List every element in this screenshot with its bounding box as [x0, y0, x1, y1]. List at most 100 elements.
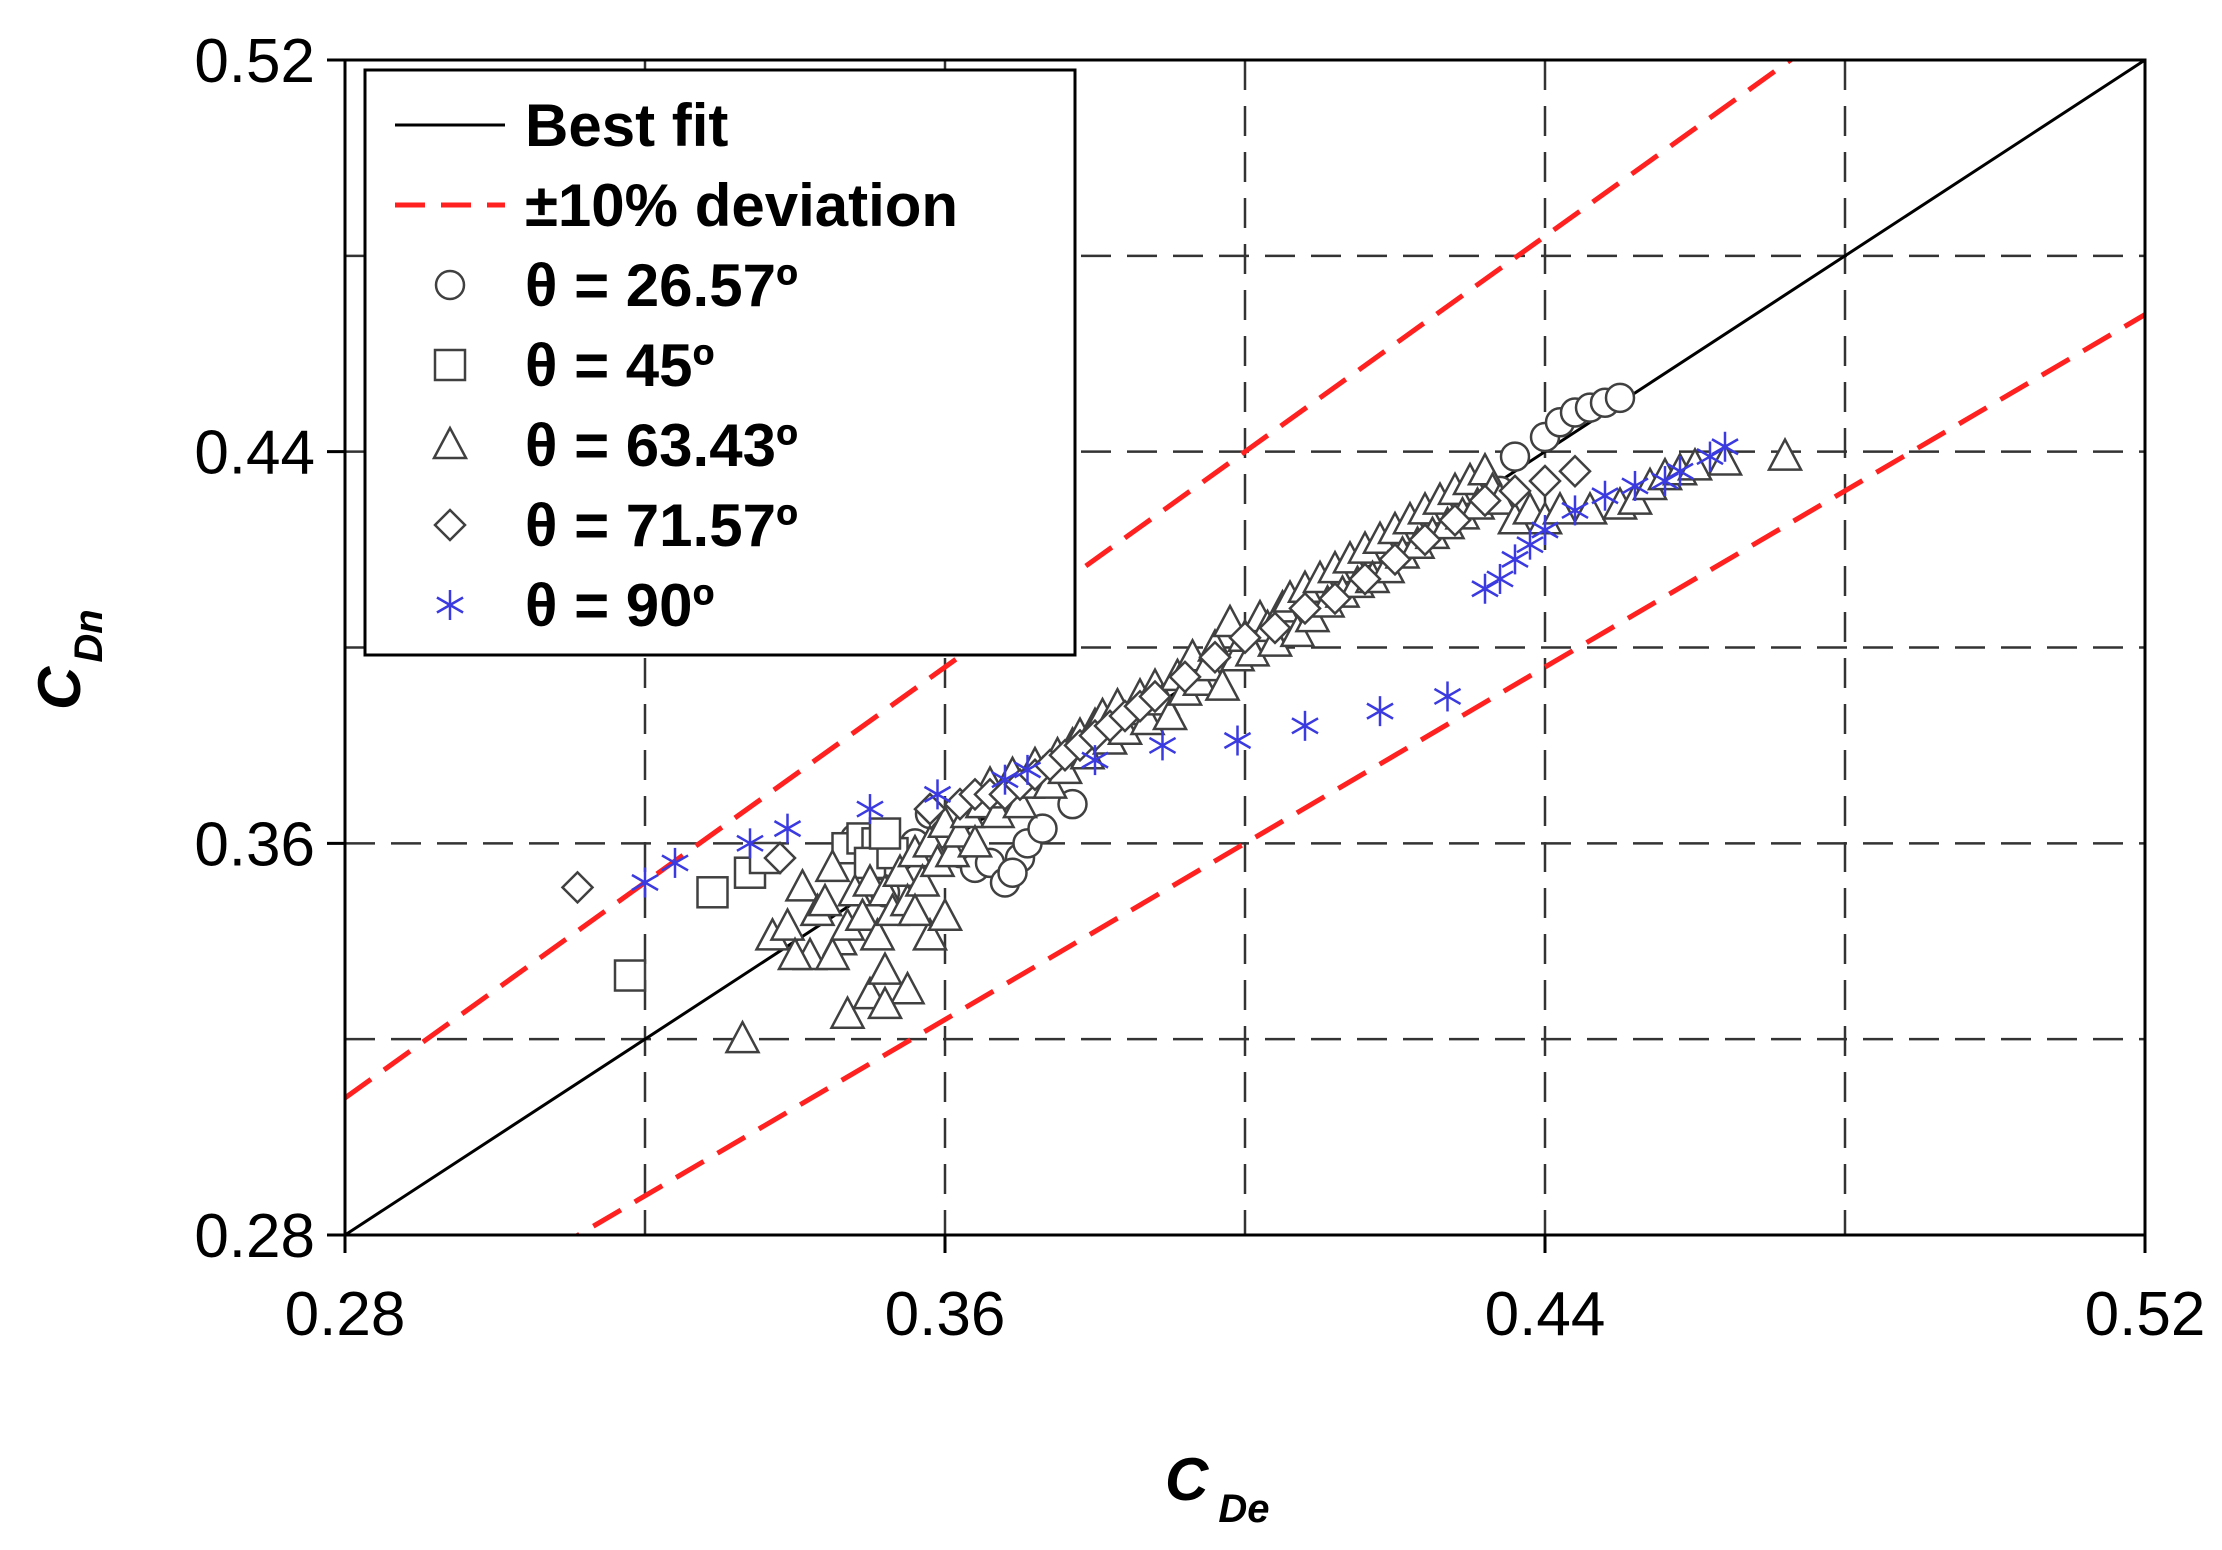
legend-item-4: θ = 63.43º — [431, 412, 798, 479]
point-triangle-100 — [1541, 490, 1579, 525]
series-diamond — [560, 454, 1592, 905]
legend-diamond-icon — [433, 508, 467, 542]
point-diamond-1 — [763, 841, 797, 875]
point-star-8 — [1081, 745, 1109, 776]
point-triangle-107 — [1676, 446, 1714, 481]
point-triangle-113 — [889, 970, 926, 1005]
point-star-23 — [1666, 456, 1694, 487]
point-triangle-16 — [881, 853, 919, 887]
point-star-5 — [923, 779, 952, 810]
point-triangle-3 — [784, 867, 821, 902]
x-axis-title-sub: De — [1218, 1487, 1269, 1531]
point-star-13 — [1433, 681, 1462, 712]
legend-item-5: θ = 71.57º — [433, 492, 798, 559]
point-triangle-6 — [806, 882, 844, 917]
point-square-1 — [696, 876, 729, 909]
point-diamond-21 — [1288, 591, 1322, 626]
point-star-17 — [1516, 529, 1544, 560]
point-triangle-26 — [956, 823, 994, 858]
point-star-4 — [856, 794, 884, 825]
point-triangle-114 — [911, 916, 949, 951]
point-triangle-117 — [896, 892, 934, 927]
y-axis-title-sub: Dn — [67, 609, 111, 662]
legend-label-5: θ = 71.57º — [525, 492, 798, 559]
point-diamond-0 — [560, 870, 595, 905]
point-star-21 — [1621, 470, 1649, 501]
y-tick-label-2: 0.44 — [194, 419, 315, 488]
point-triangle-19 — [904, 862, 941, 897]
legend-square-icon — [433, 348, 467, 382]
point-star-18 — [1531, 515, 1559, 545]
x-tick-label-0: 0.28 — [285, 1280, 406, 1349]
point-triangle-11 — [844, 897, 881, 932]
point-diamond-29 — [1528, 464, 1562, 498]
point-diamond-23 — [1348, 562, 1382, 596]
point-diamond-20 — [1258, 611, 1292, 645]
legend-triangle-icon — [431, 425, 469, 460]
point-triangle-112 — [866, 950, 904, 985]
point-diamond-19 — [1228, 620, 1262, 655]
point-star-15 — [1486, 563, 1514, 594]
plot-frame — [343, 58, 2147, 1237]
point-diamond-30 — [1558, 454, 1592, 489]
legend-label-6: θ = 90º — [525, 572, 714, 639]
legend-label-0: Best fit — [525, 92, 728, 159]
x-axis-title-main: C — [1165, 1446, 1210, 1513]
point-triangle-115 — [926, 897, 964, 932]
point-triangle-118 — [814, 936, 851, 971]
y-axis-title-main: C — [26, 665, 93, 710]
point-star-3 — [773, 813, 802, 844]
y-axis-title: CDn — [26, 609, 111, 710]
point-star-19 — [1561, 495, 1589, 526]
point-circle-21 — [1499, 441, 1531, 472]
point-triangle-2 — [769, 906, 806, 941]
x-tick-label-3: 0.52 — [2085, 1280, 2206, 1349]
x-tick-label-1: 0.36 — [885, 1280, 1006, 1349]
point-diamond-18 — [1198, 640, 1232, 675]
legend-label-4: θ = 63.43º — [525, 412, 798, 479]
point-star-0 — [631, 867, 659, 898]
point-triangle-13 — [859, 916, 896, 951]
point-diamond-25 — [1408, 523, 1442, 557]
point-triangle-109 — [1766, 436, 1804, 471]
point-star-6 — [991, 764, 1019, 795]
legend-circle-icon — [434, 269, 466, 301]
legend-label-2: θ = 26.57º — [525, 252, 798, 319]
legend-star-icon — [436, 590, 464, 620]
legend-item-2: θ = 26.57º — [434, 252, 798, 319]
y-tick-label-1: 0.36 — [194, 810, 315, 879]
point-diamond-24 — [1378, 542, 1412, 577]
point-star-14 — [1471, 573, 1499, 604]
point-diamond-16 — [1138, 679, 1172, 714]
point-star-16 — [1501, 544, 1529, 575]
legend-item-1: ±10% deviation — [395, 172, 958, 239]
legend-item-0: Best fit — [395, 92, 728, 159]
point-star-1 — [661, 847, 689, 878]
scatter-points — [560, 382, 1804, 1054]
point-star-9 — [1148, 730, 1177, 761]
series-square — [613, 817, 909, 992]
point-diamond-17 — [1168, 660, 1202, 694]
point-star-7 — [1013, 754, 1042, 785]
point-triangle-110 — [829, 995, 866, 1029]
point-triangle-52 — [1151, 696, 1189, 731]
point-circle-12 — [997, 857, 1028, 888]
point-triangle-119 — [776, 936, 814, 971]
legend-label-1: ±10% deviation — [525, 172, 958, 239]
legend: Best fit ±10% deviation θ = 26.57º θ = 45º θ… — [363, 68, 1077, 657]
point-star-2 — [736, 828, 764, 859]
legend-box — [363, 68, 1077, 657]
point-star-12 — [1366, 696, 1394, 727]
axis-ticks: 0.28 0.36 0.44 0.52 0.28 0.36 0.44 0.52 — [194, 27, 2205, 1349]
y-tick-label-0: 0.28 — [194, 1202, 315, 1271]
minus-10pct-line — [573, 312, 2145, 1235]
point-diamond-28 — [1498, 474, 1532, 508]
legend-entries: Best fit ±10% deviation θ = 26.57º θ = 45º θ… — [395, 92, 958, 639]
point-star-20 — [1591, 480, 1619, 511]
x-tick-label-2: 0.44 — [1485, 1280, 1606, 1349]
y-tick-label-3: 0.52 — [194, 27, 315, 96]
point-diamond-27 — [1468, 483, 1502, 518]
x-axis-title: C De — [1165, 1446, 1269, 1531]
point-triangle-116 — [866, 985, 904, 1020]
